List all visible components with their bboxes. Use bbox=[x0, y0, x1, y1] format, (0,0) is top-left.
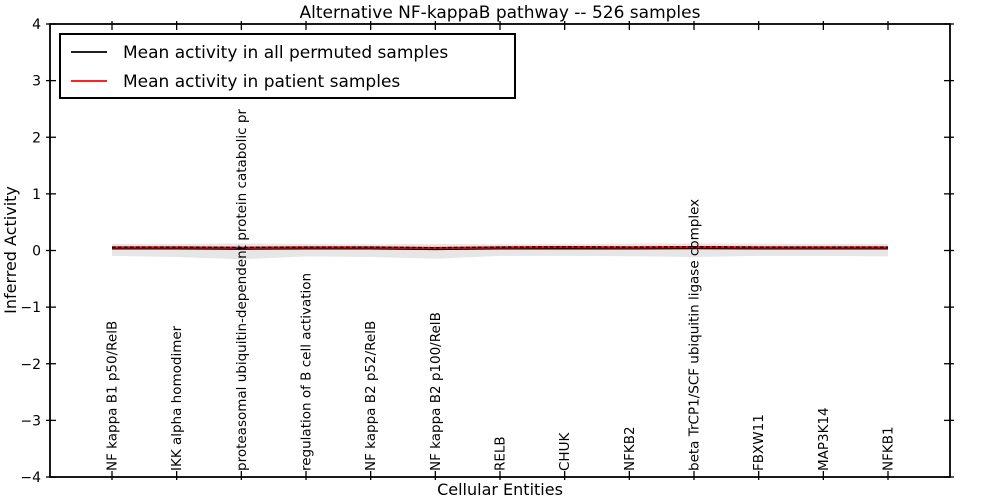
x-tick-label: proteasomal ubiquitin-dependent protein … bbox=[234, 109, 250, 471]
y-tick-label: 0 bbox=[32, 244, 41, 260]
series-lines bbox=[112, 245, 888, 251]
x-tick-labels: NF kappa B1 p50/RelB IKK alpha homodimer p… bbox=[105, 109, 897, 471]
series-line-0 bbox=[112, 247, 888, 251]
y-tick-labels: 4 3 2 1 0 −1 −2 −3 −4 bbox=[20, 17, 41, 486]
x-tick-label: IKK alpha homodimer bbox=[169, 325, 185, 471]
y-tick-label: 1 bbox=[32, 187, 41, 203]
y-tick-label: −2 bbox=[20, 357, 41, 373]
x-tick-label: RELB bbox=[493, 436, 509, 471]
x-tick-label: CHUK bbox=[557, 432, 573, 471]
y-tick-label: 3 bbox=[32, 74, 41, 90]
legend-label-patient: Mean activity in patient samples bbox=[123, 72, 400, 92]
y-tick-label: −4 bbox=[20, 470, 41, 486]
x-tick-label: FBXW11 bbox=[751, 414, 767, 471]
x-axis-label: Cellular Entities bbox=[437, 480, 563, 499]
y-tick-label: −1 bbox=[20, 300, 41, 316]
x-tick-label: NF kappa B2 p100/RelB bbox=[428, 312, 444, 471]
chart-title: Alternative NF-kappaB pathway -- 526 sam… bbox=[300, 3, 701, 23]
legend-label-permuted: Mean activity in all permuted samples bbox=[123, 43, 448, 63]
axes-frame bbox=[49, 23, 951, 478]
series-line-2 bbox=[112, 246, 888, 249]
x-tick-label: regulation of B cell activation bbox=[299, 273, 315, 471]
y-tick-label: 4 bbox=[32, 17, 41, 33]
x-tick-label: MAP3K14 bbox=[816, 407, 832, 471]
legend-box bbox=[59, 33, 516, 99]
y-tick-label: 2 bbox=[32, 130, 41, 146]
y-axis-label: Inferred Activity bbox=[1, 186, 20, 314]
x-tick-label: NFKB1 bbox=[881, 426, 897, 471]
y-tick-label: −3 bbox=[20, 413, 41, 429]
x-tick-label: beta TrCP1/SCF ubiquitin ligase complex bbox=[687, 199, 703, 471]
x-tick-label: NFKB2 bbox=[622, 426, 638, 471]
x-tick-label: NF kappa B1 p50/RelB bbox=[105, 321, 121, 471]
x-tick-label: NF kappa B2 p52/RelB bbox=[363, 321, 379, 471]
legend: Mean activity in all permuted samples Me… bbox=[59, 33, 516, 99]
